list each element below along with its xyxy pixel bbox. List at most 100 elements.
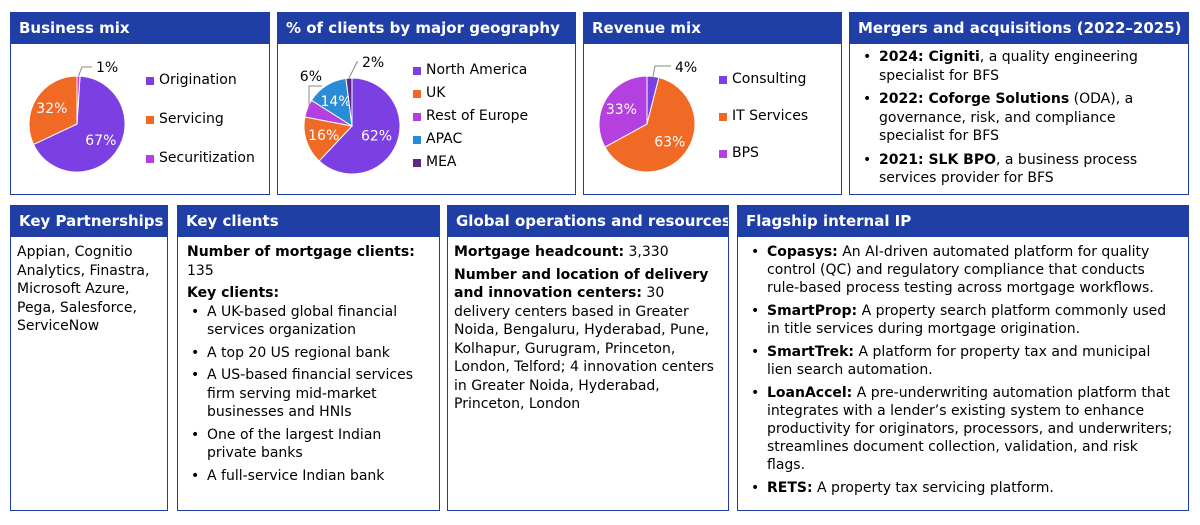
geography-leader-mea [348,61,358,79]
business-mix-legend-label: Servicing [159,111,224,127]
delivery-centers-label: Number and location of delivery and inno… [454,266,709,302]
mortgage-clients-label: Number of mortgage clients: [187,244,415,260]
geography-legend-apac: APAC [413,131,528,148]
geography-legend: North America UK Rest of Europe APAC MEA [413,62,528,177]
mergers-panel: Mergers and acquisitions (2022–2025) 202… [849,12,1189,195]
merger-item-text: , a quality engineering specialist for B… [879,49,1138,84]
flagship-ip-item: LoanAccel: A pre-underwriting automation… [747,384,1179,474]
geography-legend-uk: UK [413,85,528,102]
revenue-mix-legend: Consulting IT Services BPS [719,71,808,182]
mortgage-headcount-value: 3,330 [624,244,669,260]
partnerships-text: Appian, Cognitio Analytics, Finastra, Mi… [17,244,150,334]
revenue-mix-legend-it-services: IT Services [719,108,808,125]
business-mix-slice-origination [32,75,126,173]
flagship-ip-list: Copasys: An AI-driven automated platform… [747,243,1179,497]
revenue-mix-leader-consulting [652,65,671,77]
revenue-mix-legend-consulting: Consulting [719,71,808,88]
revenue-mix-slice-bps [598,75,648,148]
geography-legend-label: North America [426,62,528,78]
flagship-ip-item: RETS: A property tax servicing platform. [747,479,1179,497]
merger-item-title: 2022: Coforge Solutions [879,91,1070,107]
key-client-item: A top 20 US regional bank [187,344,430,363]
geography-legend-swatch [413,158,421,167]
flagship-ip-item-title: RETS: [767,480,813,496]
revenue-mix-label-bps: 33% [606,102,637,118]
geography-legend-label: Rest of Europe [426,108,529,124]
business-mix-legend-securitization: Securitization [146,150,255,167]
key-clients-title: Key clients [178,206,439,237]
revenue-mix-legend-swatch [719,112,727,121]
geography-slice-north-america [318,77,401,175]
key-clients-list: A UK-based global financial services org… [187,303,430,486]
geography-legend-north-america: North America [413,62,528,79]
geography-legend-label: APAC [426,131,463,147]
flagship-ip-item: Copasys: An AI-driven automated platform… [747,243,1179,297]
flagship-ip-title: Flagship internal IP [738,206,1188,237]
revenue-mix-label-it-services: 63% [654,135,685,151]
key-client-item: A US-based financial services firm servi… [187,366,430,422]
geography-legend-swatch [413,112,421,121]
flagship-ip-item-text: A property tax servicing platform. [812,480,1054,496]
business-mix-legend-label: Origination [159,72,237,88]
key-clients-list-label: Key clients: [187,285,280,301]
revenue-mix-legend-swatch [719,75,727,84]
mortgage-clients-count: Number of mortgage clients: 135 [187,243,430,280]
flagship-ip-item-text: A platform for property tax and municipa… [767,344,1151,378]
merger-item: 2022: Coforge Solutions (ODA), a governa… [859,90,1179,146]
business-mix-title: Business mix [11,13,269,44]
merger-item-text: , a business process services provider f… [879,151,1138,187]
geography-label-apac: 14% [320,94,351,110]
delivery-centers: Number and location of delivery and inno… [454,266,719,414]
key-client-item: A UK-based global financial services org… [187,303,430,340]
geography-legend-mea: MEA [413,154,528,171]
business-mix-label-securitization: 1% [96,60,118,76]
flagship-ip-panel: Flagship internal IP Copasys: An AI-driv… [737,205,1189,511]
business-mix-slice-securitization [76,75,81,125]
geography-legend-swatch [413,135,421,144]
revenue-mix-slice-it-services [604,76,696,173]
partnerships-panel: Key Partnerships Appian, Cognitio Analyt… [10,205,168,511]
business-mix-legend-swatch [146,76,154,85]
geography-label-rest-of-europe: 6% [300,69,322,85]
revenue-mix-legend-label: BPS [732,145,759,161]
business-mix-legend: Origination Servicing Securitization [146,72,255,189]
geography-label-north-america: 62% [361,129,392,145]
revenue-mix-legend-swatch [719,149,727,158]
revenue-mix-legend-label: Consulting [732,71,807,87]
business-mix-leader-securitization [78,66,92,77]
revenue-mix-label-consulting: 4% [675,60,697,76]
flagship-ip-item: SmartTrek: A platform for property tax a… [747,343,1179,379]
mergers-list: 2024: Cigniti, a quality engineering spe… [859,48,1179,188]
business-mix-slice-servicing [28,75,78,146]
geography-slice-uk [303,116,353,162]
merger-item-title: 2024: Cigniti [879,49,980,65]
mortgage-headcount: Mortgage headcount: 3,330 [454,243,719,262]
business-mix-label-servicing: 32% [36,101,67,117]
global-ops-title: Global operations and resources [448,206,728,237]
key-client-item: One of the largest Indian private banks [187,426,430,463]
geography-legend-rest-of-europe: Rest of Europe [413,108,528,125]
business-mix-legend-servicing: Servicing [146,111,255,128]
flagship-ip-item-text: A property search platform commonly used… [767,303,1167,337]
merger-item-title: 2021: SLK BPO [879,151,996,168]
mortgage-clients-value: 135 [187,262,214,279]
revenue-mix-title: Revenue mix [584,13,841,44]
flagship-ip-item-text: An AI-driven automated platform for qual… [767,244,1154,296]
geography-legend-swatch [413,66,421,75]
flagship-ip-item-text: A pre-underwriting automation platform t… [767,385,1173,473]
flagship-ip-item: SmartProp: A property search platform co… [747,302,1179,338]
geography-leader-rest-of-europe [308,85,322,106]
mergers-title: Mergers and acquisitions (2022–2025) [850,13,1188,44]
business-mix-label-origination: 67% [85,133,116,149]
business-mix-legend-swatch [146,115,154,124]
geography-label-uk: 16% [308,128,339,144]
business-mix-legend-swatch [146,154,154,163]
flagship-ip-item-title: LoanAccel: [767,385,853,401]
key-client-item: A full-service Indian bank [187,467,430,486]
business-mix-legend-label: Securitization [159,150,255,166]
mortgage-headcount-label: Mortgage headcount: [454,244,625,260]
revenue-mix-legend-bps: BPS [719,145,808,162]
flagship-ip-item-title: SmartProp: [767,303,858,319]
